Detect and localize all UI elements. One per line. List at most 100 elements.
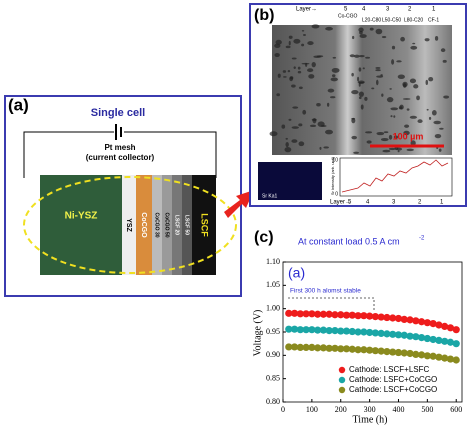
layer-name: CF-1 xyxy=(428,17,439,23)
pore xyxy=(391,59,395,65)
point xyxy=(354,312,362,320)
sem-image xyxy=(272,25,452,155)
y-tick-label: 1.00 xyxy=(266,303,280,312)
point xyxy=(371,329,379,337)
point xyxy=(308,343,316,351)
note-bracket xyxy=(288,297,375,312)
arrow xyxy=(224,190,254,218)
pore xyxy=(438,148,442,152)
pore xyxy=(281,124,286,129)
point xyxy=(308,326,316,334)
point xyxy=(377,347,385,355)
pore xyxy=(349,54,355,58)
x-tick-label: 0 xyxy=(281,405,285,414)
pore xyxy=(403,130,410,136)
pore xyxy=(406,108,410,111)
point xyxy=(360,328,368,336)
pore xyxy=(365,56,371,59)
point xyxy=(331,311,339,319)
pore xyxy=(359,34,367,39)
point xyxy=(348,327,356,336)
inset-line xyxy=(341,159,449,193)
pore xyxy=(389,88,392,90)
pore xyxy=(301,29,305,32)
scale-label: 100 µm xyxy=(393,131,424,141)
pore xyxy=(308,74,315,79)
layer-name: Co-CGO xyxy=(338,13,358,19)
pore xyxy=(274,52,280,58)
legend-label: Cathode: LSCF+LSFC xyxy=(349,365,429,374)
point xyxy=(371,313,379,321)
pore xyxy=(330,77,338,82)
pore xyxy=(311,24,320,29)
pore xyxy=(285,141,289,148)
layer-number: 2 xyxy=(408,7,412,13)
pore xyxy=(417,119,423,123)
layer-number: 3 xyxy=(386,7,390,13)
point xyxy=(400,349,408,357)
point xyxy=(302,326,310,334)
layer-number: 1 xyxy=(432,7,436,13)
pore xyxy=(325,129,333,135)
pore xyxy=(413,84,419,89)
inset-tick: 0 xyxy=(335,191,338,197)
point xyxy=(366,328,374,337)
point xyxy=(331,344,339,352)
layer-number: 3 xyxy=(392,200,396,206)
point xyxy=(377,329,385,337)
x-tick-label: 500 xyxy=(421,405,433,414)
pore xyxy=(276,93,280,97)
pore xyxy=(284,146,292,153)
pore xyxy=(307,41,314,46)
point xyxy=(394,314,403,323)
pore xyxy=(409,78,417,84)
circuit xyxy=(23,131,217,178)
highlight xyxy=(23,176,237,274)
pore xyxy=(319,146,322,150)
map-label: Sr Ka1 xyxy=(262,193,278,199)
point xyxy=(348,311,356,319)
pore xyxy=(390,107,399,111)
pore xyxy=(351,135,357,140)
point xyxy=(290,343,299,351)
point xyxy=(429,335,437,344)
point xyxy=(417,318,426,326)
pore xyxy=(412,42,416,45)
sr-map xyxy=(258,162,322,200)
point xyxy=(400,331,408,339)
mesh-label: Pt mesh xyxy=(104,143,135,152)
pore xyxy=(409,115,418,119)
panel-label: (a) xyxy=(8,95,29,114)
point xyxy=(337,327,345,335)
pore xyxy=(439,127,444,130)
point xyxy=(389,348,397,356)
pore xyxy=(311,61,316,68)
pore xyxy=(400,36,405,42)
point xyxy=(302,310,310,318)
inset-axis-label: Sr Intensity (arb. unit) xyxy=(330,156,335,195)
point xyxy=(366,346,374,354)
point xyxy=(366,312,374,320)
x-tick-label: 100 xyxy=(306,405,318,414)
pore xyxy=(434,134,442,139)
point xyxy=(377,313,385,321)
pore xyxy=(287,70,291,73)
point xyxy=(325,310,333,318)
point xyxy=(314,344,322,352)
pore xyxy=(332,56,337,59)
layer-label: LSCF 20 xyxy=(174,215,180,235)
pore xyxy=(351,72,354,77)
point xyxy=(342,327,351,335)
pore xyxy=(297,66,301,70)
panel-label: (c) xyxy=(254,229,274,246)
layer-name: L50-C50 xyxy=(382,17,401,23)
layer xyxy=(162,175,172,275)
y-tick-label: 1.05 xyxy=(266,280,280,289)
panel-b: (b) Layer→ 5 4 3 2 1 Co-CGO L20-C80 L50-… xyxy=(249,3,467,207)
pore xyxy=(425,79,429,86)
pore xyxy=(330,96,336,99)
pore xyxy=(410,45,418,50)
pore xyxy=(351,117,356,120)
pore xyxy=(291,139,298,143)
